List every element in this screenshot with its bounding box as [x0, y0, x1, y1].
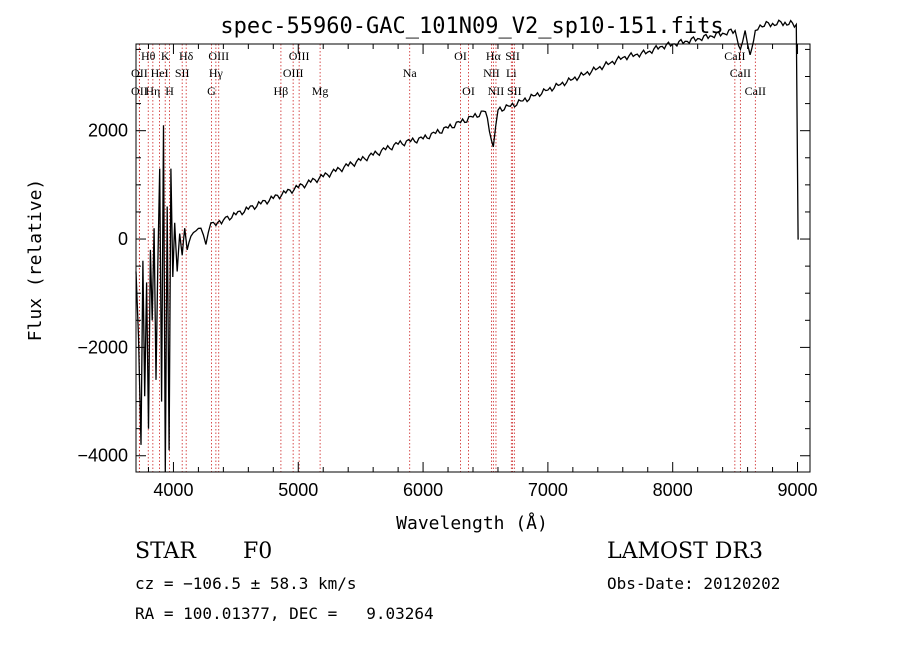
spectral-line-label: CaII — [745, 84, 766, 98]
survey-name: LAMOST DR3 — [607, 539, 763, 564]
observation-date: Obs-Date: 20120202 — [607, 574, 781, 593]
spectral-line-label: G — [207, 84, 216, 98]
x-axis-label: Wavelength (Å) — [396, 512, 548, 534]
spectral-line-label: H — [165, 84, 174, 98]
x-tick-label: 4000 — [153, 480, 193, 500]
spectral-line-label: K — [161, 49, 170, 63]
x-tick-label: 7000 — [528, 480, 568, 500]
y-tick-label: −2000 — [77, 337, 128, 357]
y-axis-label: Flux (relative) — [25, 179, 46, 342]
spectral-line-label: SII — [175, 66, 190, 80]
spectral-line-label: Na — [403, 66, 418, 80]
spectral-line-label: OIII — [289, 49, 310, 63]
spectral-line-label: Hβ — [274, 84, 289, 98]
spectral-line-label: Hη — [145, 84, 160, 98]
spectral-line-label: Mg — [312, 84, 329, 98]
x-tick-label: 5000 — [278, 480, 318, 500]
spectrum-series-line — [135, 19, 799, 473]
spectral-line-label: NII — [488, 84, 505, 98]
x-tick-label: 9000 — [777, 480, 817, 500]
object-class: STAR — [135, 539, 196, 564]
spectral-line-label: Hα — [486, 49, 502, 63]
axis-ticks: 4000 5000 6000 7000 8000 9000 −4000 −2000 0 2000 — [77, 44, 818, 500]
spectral-line-label: SII — [507, 84, 522, 98]
spectral-line-label: OIII — [283, 66, 304, 80]
y-tick-label: −4000 — [77, 446, 128, 466]
spectral-line-label: OII — [131, 66, 148, 80]
spectral-line-label: OI — [462, 84, 475, 98]
spectral-line-label: OIII — [208, 49, 229, 63]
x-tick-label: 8000 — [653, 480, 693, 500]
spectral-line-markers — [138, 44, 756, 472]
chart-title: spec-55960-GAC_101N09_V2_sp10-151.fits — [220, 14, 723, 39]
spectral-line-label: Hγ — [209, 66, 224, 80]
x-tick-label: 6000 — [403, 480, 443, 500]
spectral-line-label: CaII — [724, 49, 745, 63]
redshift-velocity: cz = −106.5 ± 58.3 km/s — [135, 574, 357, 593]
object-subclass: F0 — [243, 539, 273, 564]
spectral-line-label: Hθ — [141, 49, 156, 63]
spectral-line-label: Li — [506, 66, 517, 80]
spectral-line-label: HeI — [151, 66, 169, 80]
y-tick-label: 2000 — [88, 121, 128, 141]
spectral-line-label: Hδ — [179, 49, 194, 63]
sky-coordinates: RA = 100.01377, DEC = 9.03264 — [135, 604, 434, 623]
plot-frame — [135, 43, 811, 473]
y-tick-label: 0 — [118, 229, 128, 249]
spectral-line-label: OI — [454, 49, 467, 63]
spectrum-chart: spec-55960-GAC_101N09_V2_sp10-151.fits O… — [25, 14, 818, 534]
spectral-line-label: NII — [483, 66, 500, 80]
spectral-line-label: SII — [505, 49, 520, 63]
spectral-line-label: OII — [131, 84, 148, 98]
spectral-line-label: CaII — [730, 66, 751, 80]
